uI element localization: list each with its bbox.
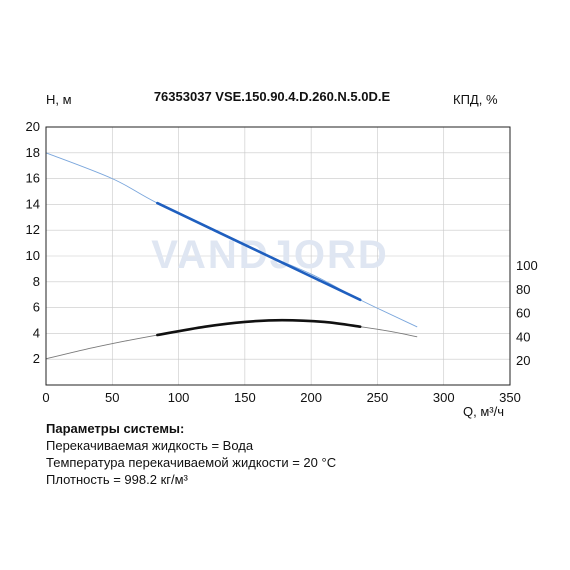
param-density: Плотность = 998.2 кг/м³ xyxy=(46,472,188,487)
right-tick-label: 20 xyxy=(516,353,530,368)
left-tick-labels: 2 4 6 8 10 12 14 16 18 20 xyxy=(26,119,40,366)
x-tick-label: 200 xyxy=(300,390,322,405)
left-axis-label: H, м xyxy=(46,92,72,107)
left-tick-label: 4 xyxy=(33,325,40,340)
right-tick-labels: 20 40 60 80 100 xyxy=(516,258,538,368)
left-tick-label: 20 xyxy=(26,119,40,134)
left-tick-label: 8 xyxy=(33,274,40,289)
x-tick-label: 350 xyxy=(499,390,521,405)
x-tick-label: 0 xyxy=(42,390,49,405)
left-tick-label: 14 xyxy=(26,196,40,211)
x-tick-label: 100 xyxy=(168,390,190,405)
system-parameters: Параметры системы: Перекачиваемая жидкос… xyxy=(46,420,336,488)
left-tick-label: 16 xyxy=(26,171,40,186)
x-tick-label: 150 xyxy=(234,390,256,405)
x-tick-labels: 0 50 100 150 200 250 300 350 xyxy=(42,390,520,405)
left-tick-label: 10 xyxy=(26,248,40,263)
right-tick-label: 80 xyxy=(516,282,530,297)
right-tick-label: 40 xyxy=(516,329,530,344)
right-tick-label: 60 xyxy=(516,306,530,321)
curves xyxy=(45,152,418,360)
x-tick-label: 300 xyxy=(433,390,455,405)
chart-title: 76353037 VSE.150.90.4.D.260.N.5.0D.E xyxy=(154,89,391,104)
left-tick-label: 18 xyxy=(26,145,40,160)
x-tick-label: 50 xyxy=(105,390,119,405)
left-tick-label: 2 xyxy=(33,351,40,366)
system-parameters-heading: Параметры системы: xyxy=(46,421,185,436)
plot-frame xyxy=(45,126,511,386)
efficiency-curve-full xyxy=(45,319,418,360)
left-tick-label: 6 xyxy=(33,300,40,315)
left-tick-label: 12 xyxy=(26,222,40,237)
param-liquid: Перекачиваемая жидкость = Вода xyxy=(46,438,254,453)
x-tick-label: 250 xyxy=(367,390,389,405)
efficiency-curve-work-range xyxy=(156,318,362,337)
right-tick-label: 100 xyxy=(516,258,538,273)
brand-watermark: VANDJORD xyxy=(151,233,389,277)
head-curve-work-range xyxy=(156,201,362,302)
x-axis-label: Q, м³/ч xyxy=(463,404,504,419)
param-temperature: Температура перекачиваемой жидкости = 20… xyxy=(46,455,337,470)
right-axis-label: КПД, % xyxy=(453,92,498,107)
